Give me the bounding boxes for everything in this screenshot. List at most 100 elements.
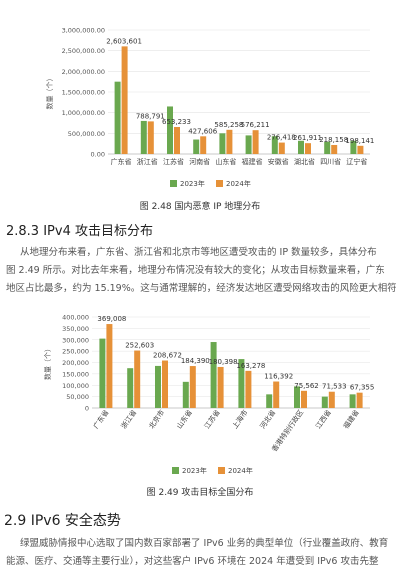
y-tick-label: 0 xyxy=(85,405,89,413)
bar-2024 xyxy=(357,145,364,154)
legend-swatch xyxy=(170,180,177,187)
x-tick-label: 山东省 xyxy=(175,408,194,430)
bar-2023 xyxy=(127,368,134,408)
bar-2024 xyxy=(200,136,207,154)
bar-2023 xyxy=(271,136,278,154)
x-tick-label: 河南省 xyxy=(189,157,210,166)
x-tick-label: 辽宁省 xyxy=(346,157,367,166)
bar-2023 xyxy=(350,140,357,154)
bar-2023 xyxy=(321,396,328,408)
bar-2023 xyxy=(99,338,106,408)
figure-attack-target-distribution: 0 50,000 100,000 150,000 200,000 250,000 300,0… xyxy=(43,314,375,476)
bar-2023 xyxy=(193,139,200,154)
paragraph-line: 从地理分布来看，广东省、浙江省和北京市等地区遭受攻击的 IP 数量较多，具体分布 xyxy=(20,247,377,258)
bar-2024 xyxy=(121,46,128,154)
data-label: 71,533 xyxy=(322,383,347,391)
bar-2024 xyxy=(174,126,180,154)
bar-2023 xyxy=(140,120,147,154)
data-label: 261,911 xyxy=(293,134,322,142)
y-axis-label: 数量（个） xyxy=(43,345,52,380)
legend-swatch xyxy=(216,180,223,187)
data-label: 369,008 xyxy=(97,315,126,323)
y-tick-label: 150,000 xyxy=(62,370,89,378)
y-tick-label: 200,000 xyxy=(62,359,89,367)
y-tick-label: 1,000,000.00 xyxy=(62,109,105,117)
bar-2023 xyxy=(167,106,173,154)
bar-2024 xyxy=(189,366,196,408)
bar-2024 xyxy=(252,130,259,154)
data-label: 67,355 xyxy=(350,384,375,392)
bar-2023 xyxy=(245,135,252,154)
bar-2024 xyxy=(134,350,141,408)
legend-label: 2024年 xyxy=(226,179,251,188)
data-label: 198,141 xyxy=(345,137,374,145)
y-tick-label: 0.00 xyxy=(91,151,105,159)
x-tick-label: 浙江省 xyxy=(119,408,138,430)
figure-caption: 图 2.48 国内恶意 IP 地理分布 xyxy=(139,202,261,212)
section-heading: 2.9 IPv6 安全态势 xyxy=(4,513,121,529)
bar-2023 xyxy=(210,342,217,408)
paragraph-line: 地区占比最多，约为 15.19%。这与通常理解的，经济发达地区遭受网络攻击的风险… xyxy=(6,283,396,294)
x-tick-label: 福建省 xyxy=(341,408,360,430)
bar-2024 xyxy=(217,366,224,408)
data-label: 576,211 xyxy=(241,121,270,129)
y-tick-label: 2,000,000.00 xyxy=(62,68,105,76)
bar-2023 xyxy=(324,141,331,154)
data-label: 2,603,601 xyxy=(106,37,142,45)
x-tick-label: 江西省 xyxy=(314,408,333,430)
legend-label: 2024年 xyxy=(228,466,253,475)
x-tick-label: 四川省 xyxy=(320,157,341,166)
bar-2023 xyxy=(238,359,245,408)
legend-swatch xyxy=(218,467,225,474)
y-axis-label: 数量（个） xyxy=(45,75,54,110)
bar-2024 xyxy=(301,390,307,408)
data-label: 218,158 xyxy=(319,136,348,144)
x-tick-label: 浙江省 xyxy=(137,157,158,166)
data-label: 180,398 xyxy=(209,358,238,366)
y-tick-label: 1,500,000.00 xyxy=(62,89,105,97)
bar-2024 xyxy=(331,144,338,154)
bar-2024 xyxy=(273,381,280,408)
data-label: 163,278 xyxy=(236,362,265,370)
data-label: 585,258 xyxy=(214,121,243,129)
data-label: 427,606 xyxy=(188,127,217,135)
legend-label: 2023年 xyxy=(180,179,205,188)
legend-label: 2023年 xyxy=(182,466,207,475)
figure-caption: 图 2.49 攻击目标全国分布 xyxy=(146,488,254,498)
x-tick-label: 安徽省 xyxy=(268,157,289,166)
data-label: 116,392 xyxy=(264,373,293,381)
y-tick-label: 2,500,000.00 xyxy=(62,47,105,55)
y-tick-label: 500,000.00 xyxy=(68,130,105,138)
bar-2023 xyxy=(349,394,356,408)
section-heading: 2.8.3 IPv4 攻击目标分布 xyxy=(6,224,153,239)
y-tick-label: 400,000 xyxy=(62,314,89,322)
bar-2024 xyxy=(162,360,168,408)
data-label: 75,562 xyxy=(294,382,319,390)
data-label: 788,791 xyxy=(136,112,165,120)
x-tick-label: 江苏省 xyxy=(202,408,221,430)
x-tick-label: 上海市 xyxy=(230,408,249,430)
x-tick-label: 河北省 xyxy=(258,408,277,430)
bar-2023 xyxy=(114,81,121,154)
data-label: 252,603 xyxy=(125,342,154,350)
x-tick-label: 江苏省 xyxy=(163,157,184,166)
data-label: 653,233 xyxy=(162,118,191,126)
y-tick-label: 50,000 xyxy=(66,393,89,401)
x-tick-label: 北京市 xyxy=(147,408,166,430)
data-label: 184,390 xyxy=(181,357,210,365)
y-tick-label: 250,000 xyxy=(62,348,89,356)
bar-2023 xyxy=(155,365,161,408)
x-tick-label: 广东省 xyxy=(91,408,110,430)
bar-2023 xyxy=(182,381,189,408)
section-paragraph: 从地理分布来看，广东省、浙江省和北京市等地区遭受攻击的 IP 数量较多，具体分布… xyxy=(6,244,396,298)
bar-2023 xyxy=(298,140,304,154)
bar-2024 xyxy=(226,129,233,154)
x-tick-label: 福建省 xyxy=(242,157,263,166)
y-tick-label: 3,000,000.00 xyxy=(62,27,105,35)
data-label: 208,672 xyxy=(153,352,182,360)
bar-2024 xyxy=(147,121,154,154)
y-tick-label: 100,000 xyxy=(62,382,89,390)
bar-2023 xyxy=(219,133,226,154)
figure-malicious-ip-distribution: 0.00 500,000.00 1,000,000.00 1,500,000.00 2,… xyxy=(45,27,374,189)
y-tick-label: 300,000 xyxy=(62,336,89,344)
